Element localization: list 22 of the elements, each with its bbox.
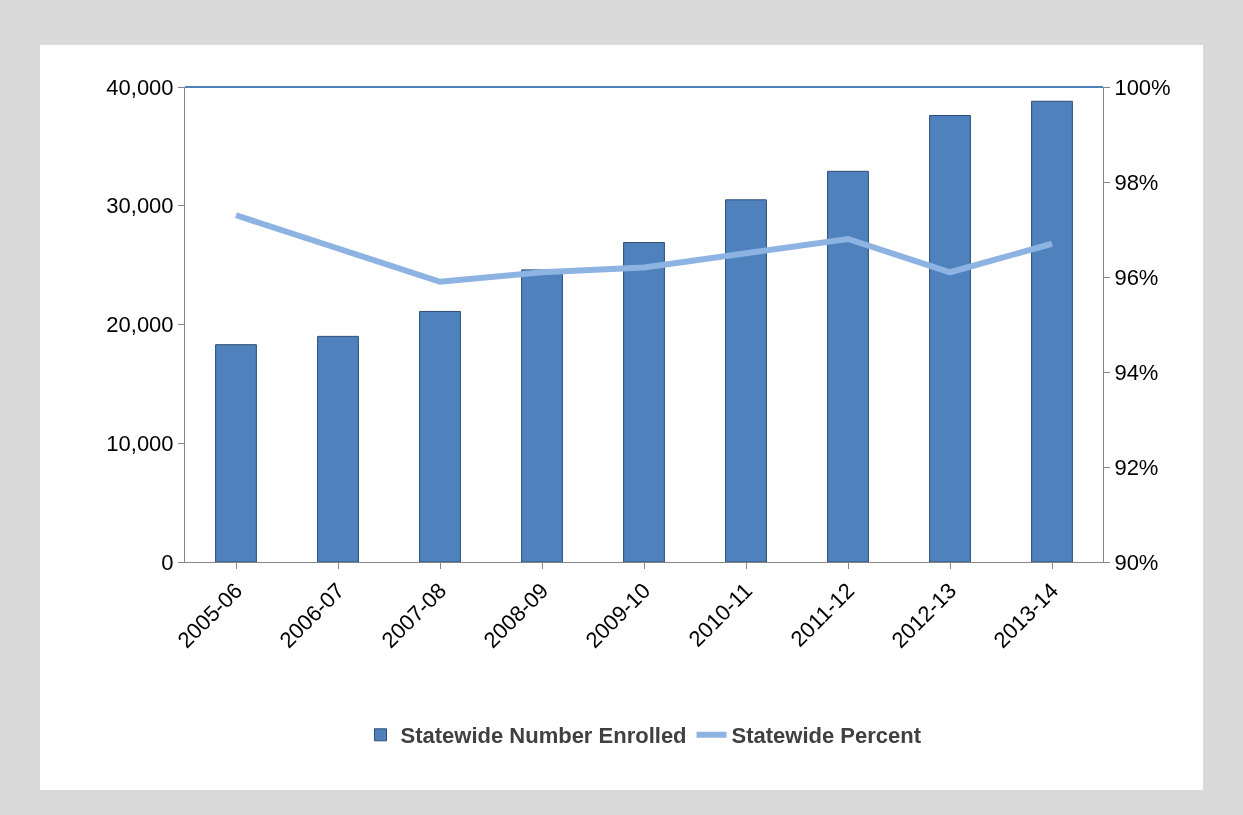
y-tick-label: 20,000 — [106, 312, 174, 338]
bar — [827, 170, 869, 562]
bar — [419, 310, 461, 562]
legend-label: Statewide Percent — [731, 723, 922, 749]
y2-tick-label: 90% — [1114, 549, 1159, 575]
y-tick-label: 10,000 — [106, 430, 174, 456]
bar — [521, 269, 563, 562]
bar — [929, 115, 971, 562]
y2-tick-label: 100% — [1114, 74, 1171, 100]
bar — [623, 242, 665, 562]
y2-tick-label: 98% — [1114, 169, 1159, 195]
legend-label: Statewide Number Enrolled — [400, 723, 687, 749]
y2-tick-label: 94% — [1114, 359, 1159, 385]
y-tick-label: 30,000 — [106, 193, 174, 219]
y-tick-label: 0 — [161, 549, 174, 575]
bar — [215, 344, 257, 562]
bar — [1031, 100, 1073, 562]
y2-tick-label: 92% — [1114, 454, 1159, 480]
y-tick-label: 40,000 — [106, 74, 174, 100]
bar — [725, 199, 767, 562]
y2-tick-label: 96% — [1114, 264, 1159, 290]
bar — [317, 335, 359, 562]
